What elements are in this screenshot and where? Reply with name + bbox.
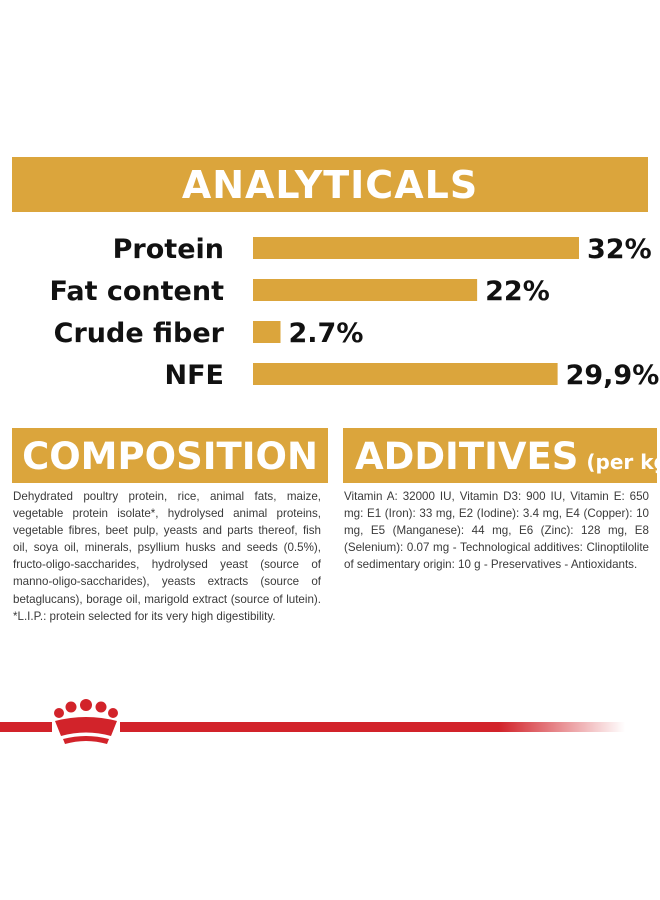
crown-icon xyxy=(54,699,118,744)
footer-line-left xyxy=(0,722,52,732)
composition-header: COMPOSITION xyxy=(12,428,328,483)
bar xyxy=(253,237,579,259)
category-label: NFE xyxy=(165,360,224,391)
additives-text: Vitamin A: 32000 IU, Vitamin D3: 900 IU,… xyxy=(344,490,649,572)
category-label: Protein xyxy=(113,234,224,265)
value-label: 22% xyxy=(485,276,550,307)
category-label: Crude fiber xyxy=(54,318,225,349)
value-label: 32% xyxy=(587,234,652,265)
bar xyxy=(253,279,478,301)
category-label: Fat content xyxy=(49,276,224,307)
bar xyxy=(253,363,558,385)
footer-band xyxy=(0,699,625,744)
analytics-bar-chart: Protein 32% Fat content 22% Crude fiber 2.7% N… xyxy=(49,234,660,391)
additives-title: ADDITIVES xyxy=(355,435,579,478)
additives-subtitle: (per kg) xyxy=(586,450,660,474)
footer-line-right xyxy=(120,722,625,732)
analytics-header: ANALYTICALS CONSTITUENTS xyxy=(12,157,648,263)
value-label: 29,9% xyxy=(566,360,660,391)
additives-header: ADDITIVES (per kg) xyxy=(343,428,660,483)
composition-text: Dehydrated poultry protein, rice, animal… xyxy=(13,490,321,623)
value-label: 2.7% xyxy=(289,318,364,349)
composition-title: COMPOSITION xyxy=(22,435,318,478)
bar xyxy=(253,321,281,343)
